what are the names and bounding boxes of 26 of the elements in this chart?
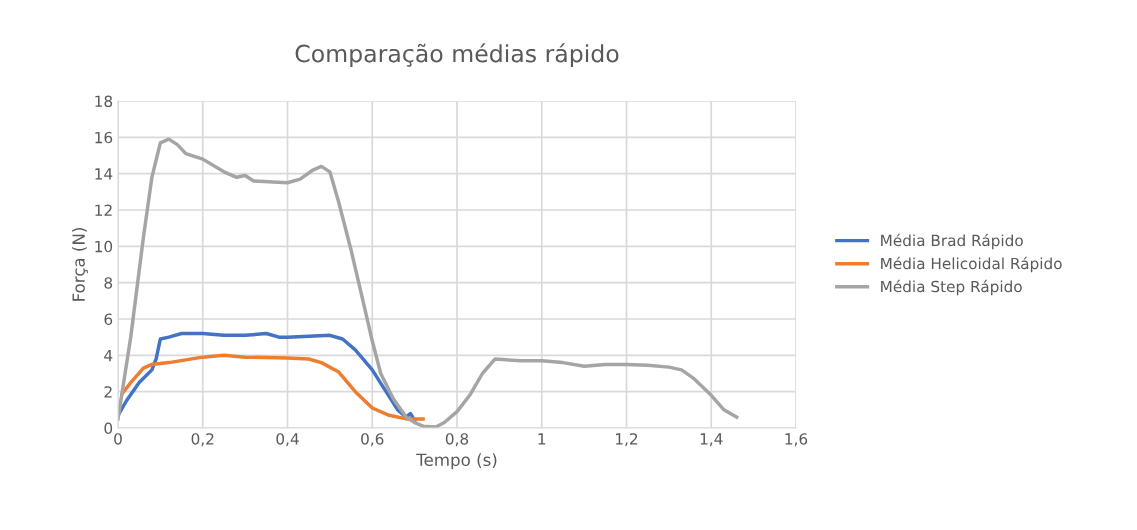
legend-label: Média Brad Rápido	[881, 233, 1023, 250]
y-tick-label: 14	[95, 168, 113, 180]
y-tick-label: 2	[104, 386, 112, 398]
x-tick-label: 1,4	[700, 433, 723, 447]
x-tick-label: 0,4	[276, 433, 299, 447]
y-tick-label: 10	[95, 240, 113, 253]
x-tick-label: 1,6	[785, 433, 808, 447]
x-tick-label: 0,2	[191, 433, 214, 447]
x-tick-label: 1,2	[616, 433, 638, 447]
y-tick-label: 4	[104, 350, 113, 362]
x-tick-label: 0,6	[361, 433, 384, 447]
y-axis-title: Força (N)	[72, 228, 88, 301]
y-tick-label: 18	[95, 95, 113, 108]
x-tick-label: 0,8	[445, 433, 469, 447]
x-axis-title: Tempo (s)	[416, 453, 497, 470]
y-tick-label: 16	[95, 131, 113, 144]
line-series	[118, 137, 739, 428]
chart-title: Comparação médias rápido	[295, 43, 619, 68]
y-tick-label: 0	[104, 422, 113, 435]
legend-label: Média Step Rápido	[881, 279, 1022, 296]
legend-label: Média Helicoidal Rápido	[881, 256, 1062, 273]
y-tick-label: 6	[104, 313, 113, 326]
x-tick-label: 1	[538, 433, 546, 445]
y-tick-label: 8	[104, 277, 113, 289]
y-tick-label: 12	[95, 204, 112, 216]
x-tick-label: 0	[114, 433, 122, 445]
